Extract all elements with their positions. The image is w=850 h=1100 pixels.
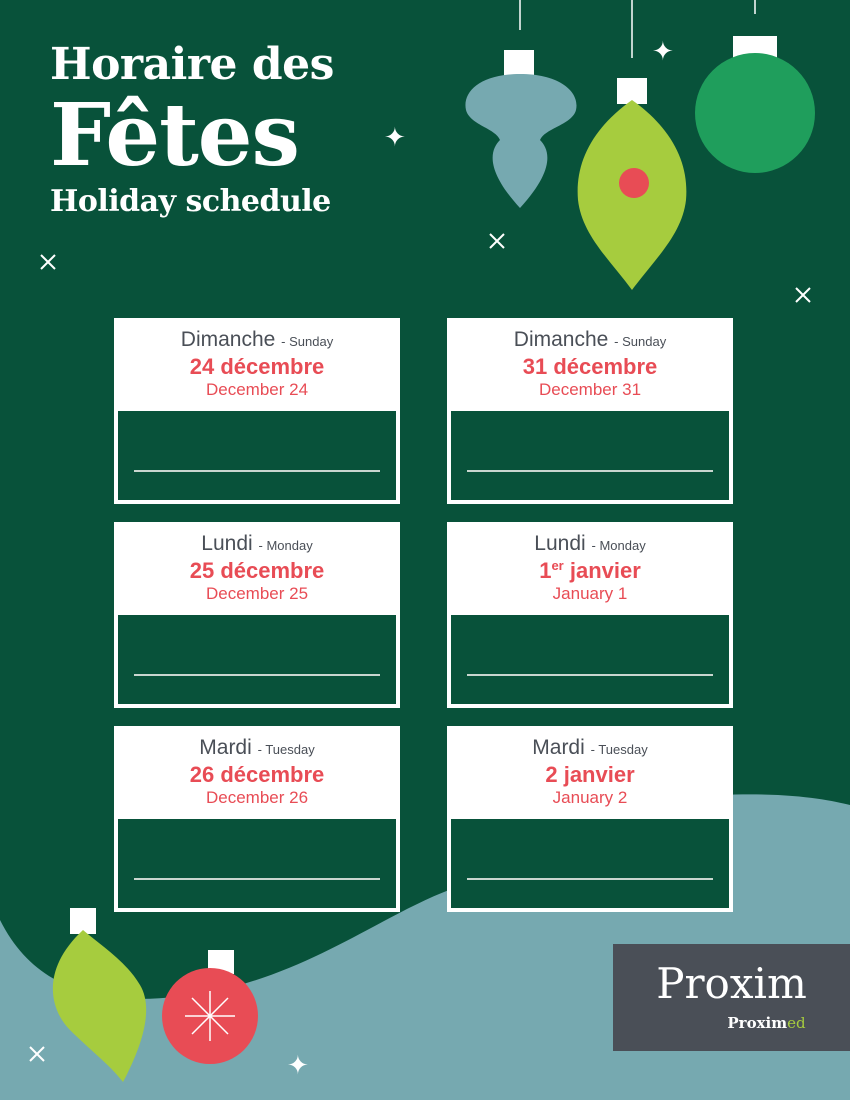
date-en: January 2	[552, 788, 628, 807]
hours-box	[116, 614, 398, 706]
hours-box	[449, 614, 731, 706]
svg-text:✦: ✦	[384, 123, 406, 153]
date-en: December 31	[538, 380, 642, 399]
day-label: Dimanche - Sunday	[180, 328, 334, 351]
hours-line	[467, 878, 713, 880]
title-line-2: Fêtes	[50, 85, 300, 186]
proxim-logo: Proxim Proximed	[613, 944, 850, 1051]
hours-line	[134, 470, 380, 472]
hours-line	[467, 674, 713, 676]
schedule-card: Mardi - Tuesday 2 janvier January 2	[447, 726, 733, 912]
day-label: Dimanche - Sunday	[513, 328, 667, 351]
date-fr: 25 décembre	[189, 558, 325, 583]
date-fr: 2 janvier	[545, 762, 635, 787]
sparkle-icon: ✦ ✦ ✦	[287, 37, 674, 1081]
card-header: Dimanche - Sunday 31 décembre December 3…	[447, 318, 733, 408]
date-en: January 1	[552, 584, 628, 603]
page-title: Horaire des Fêtes Holiday schedule	[50, 40, 334, 222]
hours-box	[449, 410, 731, 502]
date-en: December 26	[205, 788, 309, 807]
date-fr: 31 décembre	[522, 354, 658, 379]
hours-box	[449, 818, 731, 910]
card-header: Lundi - Monday 25 décembre December 25	[114, 522, 400, 612]
day-label: Mardi - Tuesday	[199, 736, 315, 759]
schedule-card: Dimanche - Sunday 24 décembre December 2…	[114, 318, 400, 504]
day-label: Lundi - Monday	[534, 532, 646, 555]
schedule-card: Lundi - Monday 25 décembre December 25	[114, 522, 400, 708]
card-header: Mardi - Tuesday 2 janvier January 2	[447, 726, 733, 816]
ornament-icon	[695, 36, 815, 173]
card-header: Mardi - Tuesday 26 décembre December 26	[114, 726, 400, 816]
logo-sub-brand: Proximed	[727, 1014, 806, 1032]
card-header: Dimanche - Sunday 24 décembre December 2…	[114, 318, 400, 408]
title-line-1: Horaire des	[50, 39, 334, 90]
hours-line	[134, 674, 380, 676]
ornament-icon	[465, 50, 577, 208]
schedule-card: Dimanche - Sunday 31 décembre December 3…	[447, 318, 733, 504]
hours-box	[116, 818, 398, 910]
date-fr: 24 décembre	[189, 354, 325, 379]
ornament-icon	[162, 950, 258, 1064]
ornament-icon	[577, 78, 687, 290]
schedule-card: Lundi - Monday 1er janvier January 1	[447, 522, 733, 708]
hours-line	[467, 470, 713, 472]
date-en: December 25	[205, 584, 309, 603]
day-label: Lundi - Monday	[201, 532, 313, 555]
ornament-icon	[52, 908, 147, 1082]
svg-text:✦: ✦	[652, 37, 674, 67]
date-en: December 24	[205, 380, 309, 399]
hours-box	[116, 410, 398, 502]
ornament-icon	[519, 0, 756, 58]
date-fr: 26 décembre	[189, 762, 325, 787]
svg-text:✦: ✦	[287, 1051, 309, 1081]
title-line-3: Holiday schedule	[50, 184, 331, 219]
card-header: Lundi - Monday 1er janvier January 1	[447, 522, 733, 612]
logo-brand: Proxim	[656, 959, 807, 1008]
schedule-card: Mardi - Tuesday 26 décembre December 26	[114, 726, 400, 912]
hours-line	[134, 878, 380, 880]
date-fr: 1er janvier	[539, 558, 641, 583]
day-label: Mardi - Tuesday	[532, 736, 648, 759]
sparkle-icon	[29, 233, 811, 1062]
